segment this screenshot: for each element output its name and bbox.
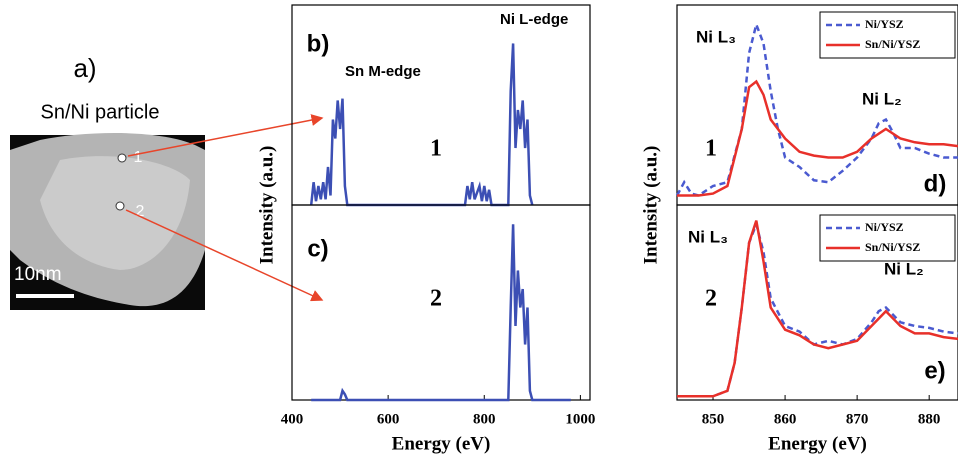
x-axis-label: Energy (eV): [392, 433, 491, 454]
legend-label: Ni/YSZ: [865, 17, 904, 31]
panel-label: a): [73, 53, 96, 83]
annotation: Ni L₂: [884, 259, 924, 278]
y-axis-label: Intensity (a.u.): [640, 146, 661, 265]
figure: a) Sn/Ni particle 1 2 10nm Intensity (a.…: [0, 0, 958, 457]
image-title: Sn/Ni particle: [41, 101, 160, 123]
annotation: Ni L₃: [688, 227, 728, 246]
series-line: [677, 82, 958, 196]
legend-label: Sn/Ni/YSZ: [865, 37, 920, 51]
panel-label: d): [924, 170, 947, 197]
panel-label: b): [307, 30, 330, 57]
scale-bar-label: 10nm: [14, 264, 62, 285]
annotation: 1: [705, 136, 717, 162]
annotation: 2: [705, 286, 717, 312]
x-tick-label: 860: [774, 411, 797, 427]
x-tick-label: 800: [473, 411, 496, 427]
legend-label: Sn/Ni/YSZ: [865, 240, 920, 254]
x-tick-label: 850: [702, 411, 725, 427]
panel-label: e): [924, 357, 945, 384]
point-marker: [118, 154, 126, 162]
annotation: Sn M-edge: [345, 63, 421, 80]
x-tick-label: 870: [846, 411, 869, 427]
x-tick-label: 1000: [565, 411, 595, 427]
point-label: 1: [134, 149, 143, 166]
x-axis-label: Energy (eV): [768, 433, 867, 454]
y-axis-label: Intensity (a.u.): [256, 146, 277, 265]
x-tick-label: 600: [377, 411, 400, 427]
point-marker: [116, 202, 124, 210]
annotation: Ni L-edge: [500, 11, 568, 28]
annotation: 1: [430, 136, 442, 162]
panel-label: c): [307, 235, 328, 262]
x-tick-label: 880: [918, 411, 941, 427]
legend-label: Ni/YSZ: [865, 220, 904, 234]
annotation: Ni L₃: [696, 27, 736, 46]
annotation: Ni L₂: [862, 89, 902, 108]
annotation: 2: [430, 286, 442, 312]
series-line: [311, 224, 571, 400]
x-tick-label: 400: [281, 411, 304, 427]
